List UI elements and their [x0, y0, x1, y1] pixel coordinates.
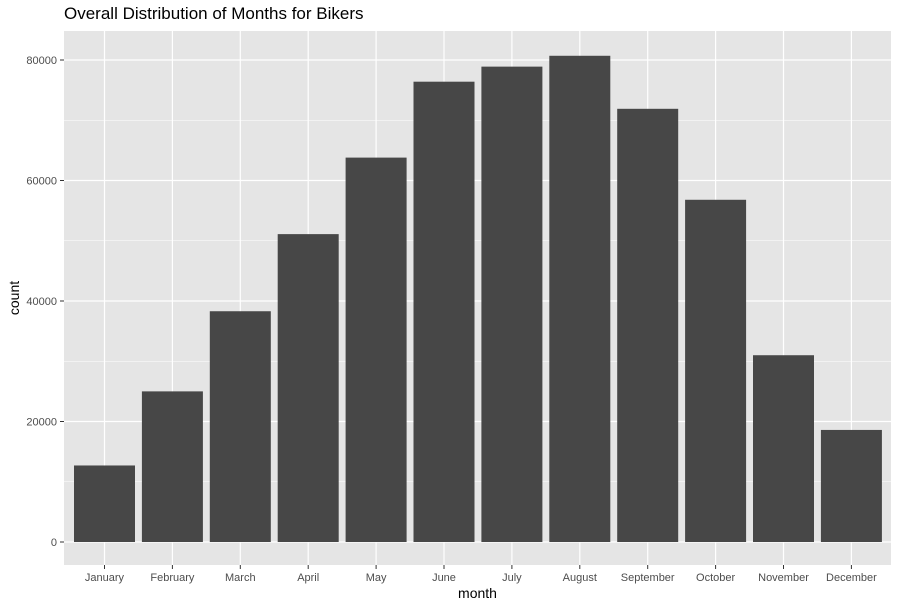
bar-september [617, 108, 679, 543]
chart-title: Overall Distribution of Months for Biker… [64, 4, 364, 23]
bar-october [685, 199, 747, 542]
x-tick-label: November [758, 572, 809, 584]
x-tick-label: February [150, 572, 195, 584]
x-axis-ticks: January February March April May June July Augu… [85, 565, 877, 584]
y-tick-label: 20000 [26, 417, 57, 429]
x-tick-label: January [85, 572, 125, 584]
y-axis-title: count [6, 281, 22, 315]
x-tick-label: August [563, 572, 597, 584]
y-tick-label: 60000 [26, 176, 57, 188]
x-tick-label: May [366, 572, 387, 584]
x-tick-label: December [826, 572, 877, 584]
x-tick-label: March [225, 572, 256, 584]
bar-may [345, 157, 407, 543]
bar-april [277, 234, 339, 542]
x-tick-label: April [297, 572, 319, 584]
bar-january [74, 465, 135, 542]
bar-march [209, 311, 271, 542]
bar-november [753, 355, 814, 542]
bar-june [413, 81, 475, 542]
x-tick-label: September [621, 572, 675, 584]
y-tick-label: 80000 [26, 55, 57, 67]
bar-july [481, 66, 543, 542]
x-tick-label: October [696, 572, 735, 584]
x-tick-label: June [432, 572, 456, 584]
y-axis-ticks: 0 20000 40000 60000 80000 [26, 55, 64, 549]
bars [74, 55, 882, 543]
x-axis-title: month [458, 585, 497, 601]
y-tick-label: 0 [51, 537, 57, 549]
bar-february [141, 391, 203, 542]
x-tick-label: July [502, 572, 522, 584]
bar-august [549, 55, 611, 542]
y-tick-label: 40000 [26, 296, 57, 308]
bar-december [820, 429, 882, 542]
